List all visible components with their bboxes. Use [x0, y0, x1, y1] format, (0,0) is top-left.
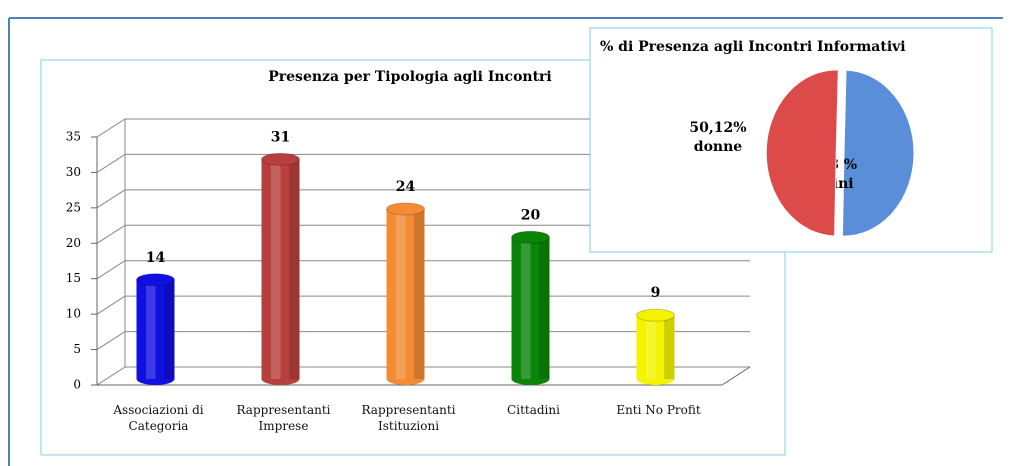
y-tick-label: 5 [73, 342, 81, 356]
y-tick-label: 30 [66, 165, 81, 179]
bar-shade [664, 315, 675, 379]
y-tick-label: 0 [73, 378, 81, 392]
bar-shine [646, 315, 656, 379]
grid-line [96, 366, 126, 386]
floor [721, 366, 751, 386]
bar-shade [414, 208, 425, 379]
bar-body [261, 159, 300, 379]
y-tick-label: 25 [66, 200, 81, 214]
bar-top [136, 273, 175, 287]
bar-shade [289, 159, 300, 379]
grid-line [96, 295, 126, 315]
bar-shine [396, 208, 406, 379]
grid-line [96, 118, 126, 138]
x-tick-label: Rappresentanti Istituzioni [361, 403, 456, 433]
bar-shine [146, 279, 156, 379]
chart-title: % di Presenza agli Incontri Informativi [600, 39, 906, 55]
chart-title: Presenza per Tipologia agli Incontri [268, 69, 552, 85]
bar-shade [164, 279, 175, 379]
x-tick-label: Associazioni di Categoria [113, 403, 204, 433]
bar-top [636, 308, 675, 322]
bar-top [261, 152, 300, 166]
data-label: 9 [651, 285, 661, 301]
bar [511, 230, 550, 385]
grid-line [96, 224, 126, 244]
y-tick-label: 15 [66, 271, 81, 285]
y-tick-label: 35 [66, 130, 81, 144]
y-tick-label: 10 [66, 307, 81, 321]
bar-top [386, 202, 425, 216]
pie-slice [765, 69, 839, 237]
bar-body [386, 208, 425, 379]
bar [136, 273, 175, 385]
bar [386, 202, 425, 385]
bar [261, 152, 300, 385]
bar-top [511, 230, 550, 244]
bar-body [511, 237, 550, 379]
bar-body [636, 315, 675, 379]
bar-body [136, 279, 175, 379]
data-label: 31 [271, 129, 290, 145]
grid-line [96, 154, 126, 173]
x-tick-label: Enti No Profit [616, 403, 701, 417]
bar-shade [539, 237, 550, 379]
grid-line [96, 189, 126, 209]
data-label: 14 [146, 250, 166, 266]
pie-slice [841, 69, 915, 237]
y-tick-label: 20 [66, 236, 81, 250]
bar [636, 308, 675, 385]
bar-shine [521, 237, 531, 379]
grid-line [96, 260, 126, 280]
grid-line [96, 331, 126, 350]
slice-label: donne [694, 139, 742, 155]
x-tick-label: Cittadini [507, 403, 560, 417]
x-tick-label: Rappresentanti Imprese [236, 403, 331, 433]
data-label: 24 [396, 179, 416, 195]
data-label: 20 [521, 207, 541, 223]
bar-shine [271, 159, 281, 379]
data-label: 50,12% [689, 120, 746, 136]
